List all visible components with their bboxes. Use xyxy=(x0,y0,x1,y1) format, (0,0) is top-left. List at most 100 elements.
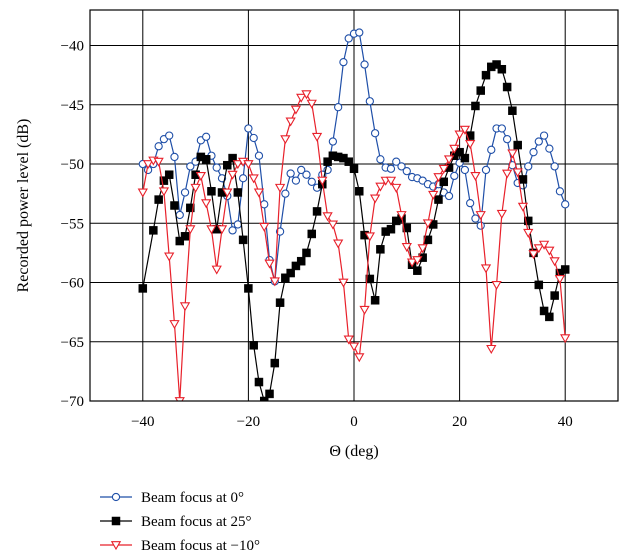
data-point xyxy=(290,105,302,115)
x-tick-label: 0 xyxy=(350,414,358,430)
data-point xyxy=(523,228,534,238)
data-point xyxy=(286,268,295,278)
data-point xyxy=(228,226,237,235)
data-point xyxy=(153,157,164,167)
data-point xyxy=(544,246,555,256)
data-point xyxy=(348,342,360,352)
data-point xyxy=(159,176,169,185)
data-point xyxy=(491,280,502,290)
data-point xyxy=(227,170,238,180)
data-point xyxy=(233,188,243,197)
y-tick-label: −70 xyxy=(61,394,84,410)
data-point xyxy=(244,124,253,133)
data-point xyxy=(534,137,543,146)
data-point xyxy=(508,106,517,115)
data-point xyxy=(470,171,481,181)
data-point xyxy=(275,298,285,307)
data-point xyxy=(370,296,380,305)
data-point xyxy=(344,34,353,43)
data-point xyxy=(264,259,275,269)
data-point xyxy=(158,187,170,197)
data-point xyxy=(355,187,364,196)
data-point xyxy=(465,131,475,140)
data-point xyxy=(281,273,290,283)
data-point xyxy=(459,125,471,135)
data-point xyxy=(216,225,228,235)
legend-marker xyxy=(110,541,122,551)
legend-label: Beam focus at 25° xyxy=(141,514,252,530)
data-point xyxy=(334,103,343,112)
data-point xyxy=(545,144,554,153)
series-3 xyxy=(137,90,571,401)
data-point xyxy=(545,312,554,322)
data-point xyxy=(254,151,264,160)
data-point xyxy=(443,155,455,165)
data-point xyxy=(253,188,265,198)
data-point xyxy=(402,166,411,176)
data-point xyxy=(476,221,485,230)
data-point xyxy=(538,240,550,250)
data-point xyxy=(354,353,365,363)
data-point xyxy=(142,160,154,170)
x-tick-label: 20 xyxy=(452,414,467,430)
data-point xyxy=(465,139,476,149)
data-point xyxy=(169,320,180,330)
data-point xyxy=(365,274,375,284)
data-point xyxy=(460,165,470,175)
data-point xyxy=(195,171,207,181)
data-point xyxy=(376,155,385,164)
data-point xyxy=(212,163,221,172)
data-point xyxy=(170,152,179,162)
data-point xyxy=(296,93,307,103)
data-point xyxy=(211,265,222,275)
data-point xyxy=(201,155,211,164)
data-point xyxy=(369,194,381,204)
data-point xyxy=(360,60,369,69)
legend-marker xyxy=(111,492,121,502)
data-point xyxy=(359,305,370,315)
y-tick-label: −65 xyxy=(61,335,84,351)
data-point xyxy=(502,134,512,144)
data-point xyxy=(539,306,549,316)
data-point xyxy=(297,165,306,175)
data-point xyxy=(392,157,401,166)
data-point xyxy=(311,132,323,142)
data-point xyxy=(412,256,423,266)
data-point xyxy=(480,264,492,274)
data-point xyxy=(175,236,185,246)
data-point xyxy=(280,135,291,145)
legend-item: Beam focus at −10° xyxy=(100,538,260,554)
data-point xyxy=(228,153,237,163)
y-tick-label: −60 xyxy=(61,276,84,292)
data-point xyxy=(302,170,311,179)
data-point xyxy=(322,212,333,222)
data-point xyxy=(180,188,190,197)
data-point xyxy=(180,232,190,241)
y-tick-label: −55 xyxy=(61,216,84,232)
data-point xyxy=(497,64,507,74)
data-point xyxy=(439,177,449,187)
data-point xyxy=(401,243,412,253)
data-point xyxy=(487,145,496,154)
data-point xyxy=(402,223,412,233)
data-point xyxy=(249,133,258,143)
data-point xyxy=(269,277,280,287)
x-tick-label: −40 xyxy=(131,414,154,430)
data-point xyxy=(243,160,254,170)
y-tick-label: −45 xyxy=(61,98,84,114)
y-tick-label: −40 xyxy=(61,39,84,55)
data-point xyxy=(433,173,444,183)
data-point xyxy=(301,90,312,100)
data-point xyxy=(222,188,233,198)
data-point xyxy=(207,187,216,196)
data-point xyxy=(555,187,565,196)
data-point xyxy=(137,188,148,198)
data-point xyxy=(238,174,248,183)
legend-marker xyxy=(111,516,121,526)
data-point xyxy=(422,219,434,229)
data-point xyxy=(312,207,322,216)
data-point xyxy=(154,195,163,204)
data-point xyxy=(476,86,485,95)
data-point xyxy=(539,131,549,140)
data-point xyxy=(270,358,280,368)
